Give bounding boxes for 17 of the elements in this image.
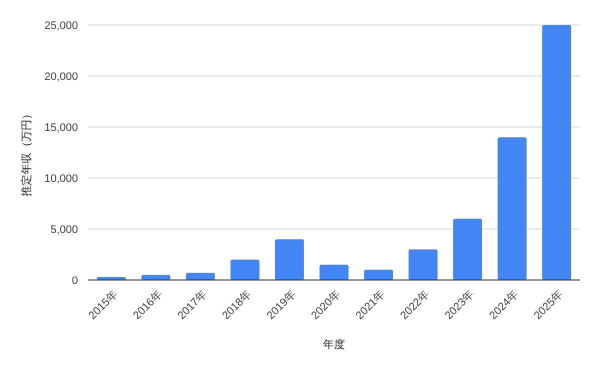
- y-tick-label: 15,000: [44, 122, 78, 134]
- bar: [498, 137, 527, 280]
- bar: [230, 260, 260, 280]
- bar: [186, 272, 215, 280]
- bar: [275, 239, 304, 280]
- y-tick-label: 10,000: [44, 172, 78, 185]
- bar: [320, 264, 348, 280]
- bar: [453, 218, 482, 280]
- bar: [364, 270, 393, 280]
- x-axis-title: 年度: [323, 338, 345, 351]
- bar: [408, 249, 438, 280]
- bar: [542, 25, 572, 280]
- y-axis-title: 推定年収（万円）: [20, 108, 33, 196]
- y-tick-label: 0: [72, 274, 78, 287]
- y-tick-label: 25,000: [44, 20, 78, 32]
- y-tick-label: 20,000: [44, 70, 78, 83]
- y-tick-label: 5,000: [50, 224, 78, 236]
